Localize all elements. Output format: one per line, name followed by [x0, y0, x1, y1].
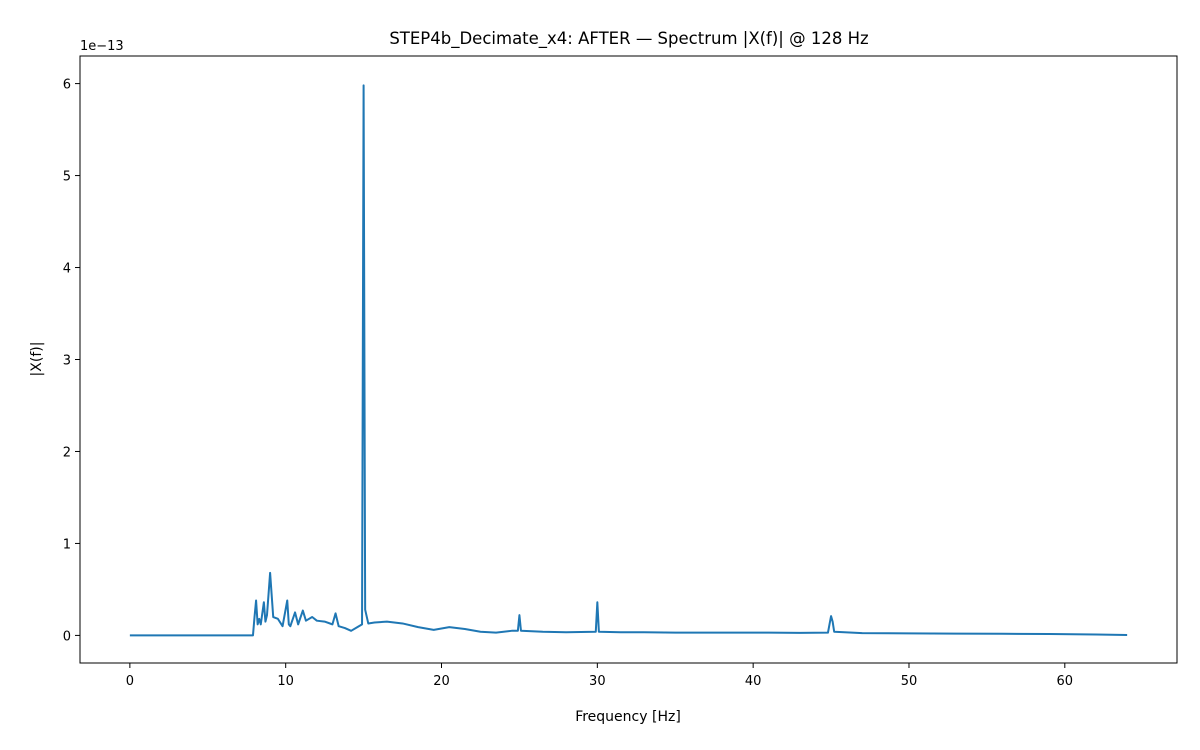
y-tick-label: 3 — [63, 354, 71, 369]
x-tick-label: 20 — [433, 674, 450, 689]
x-tick-label: 30 — [589, 674, 606, 689]
plot-frame — [79, 55, 1178, 664]
x-tick-label: 0 — [126, 674, 134, 689]
x-tick-label: 50 — [901, 674, 918, 689]
x-axis-ticks: 0 10 20 30 40 50 60 — [126, 663, 1073, 689]
series-layer — [129, 84, 1128, 637]
x-tick-label: 40 — [745, 674, 762, 689]
y-axis-ticks: 0 1 2 3 4 5 6 — [63, 78, 80, 644]
y-tick-label: 0 — [63, 629, 71, 644]
y-tick-label: 1 — [63, 537, 71, 552]
y-tick-label: 6 — [63, 78, 71, 93]
plot-area: 0 10 20 30 40 50 60 0 1 2 3 4 5 6 — [63, 55, 1178, 689]
series-line-0 — [129, 84, 1128, 637]
y-scale-offset-text: 1e−13 — [80, 39, 124, 54]
x-axis-label: Frequency [Hz] — [575, 709, 681, 725]
x-tick-label: 10 — [277, 674, 294, 689]
x-tick-label: 60 — [1057, 674, 1074, 689]
y-tick-label: 2 — [63, 445, 71, 460]
y-tick-label: 4 — [63, 262, 71, 277]
y-axis-label: |X(f)| — [29, 342, 45, 377]
chart-title: STEP4b_Decimate_x4: AFTER — Spectrum |X(… — [389, 29, 868, 49]
y-tick-label: 5 — [63, 170, 71, 185]
